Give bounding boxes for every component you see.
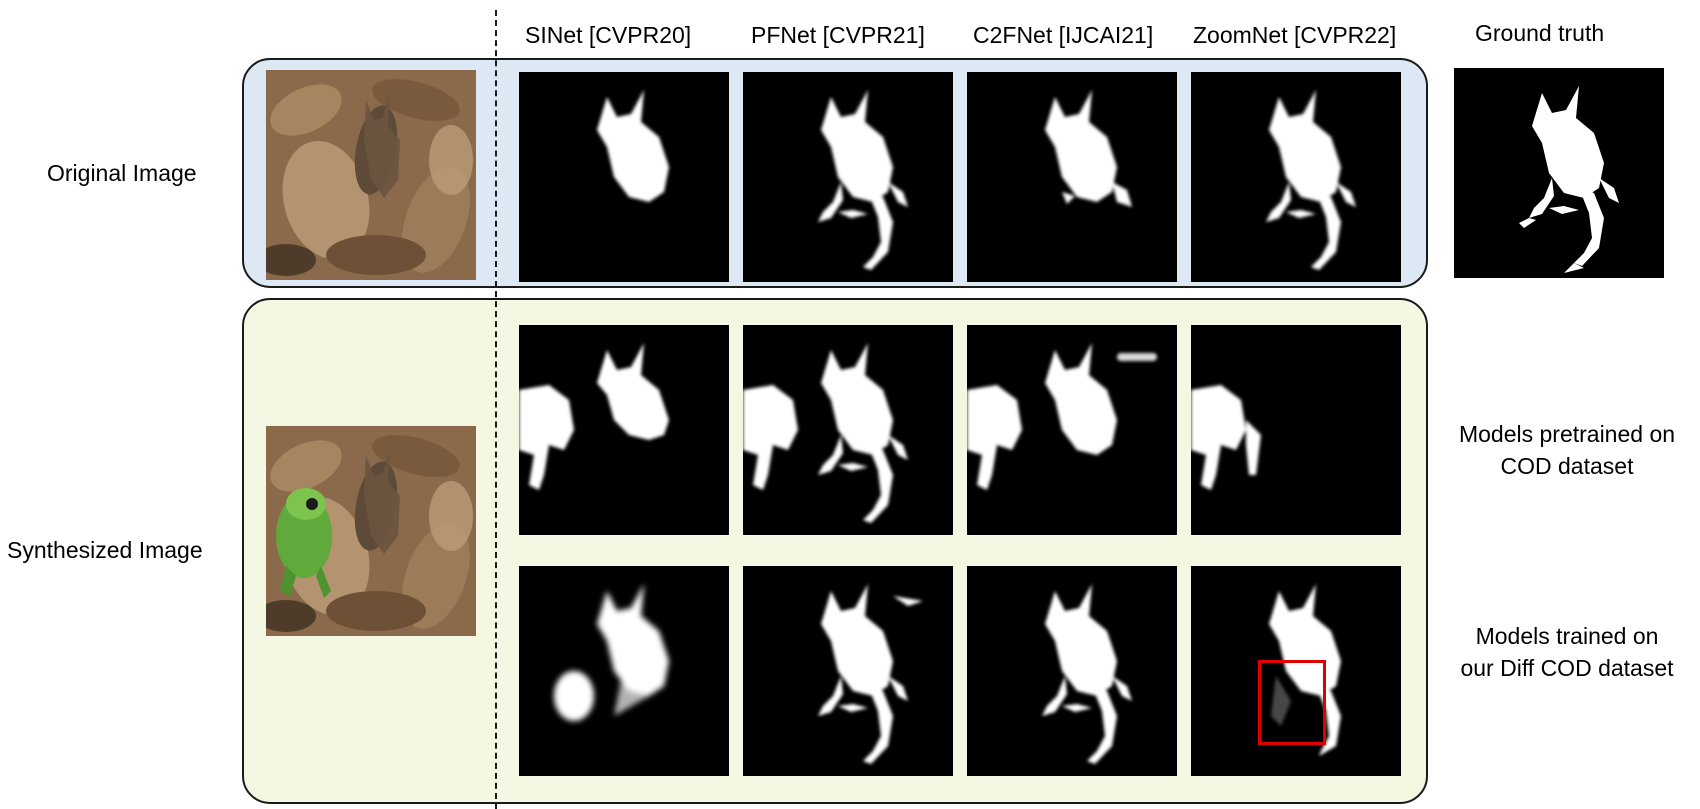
mask-pretrained-zoomnet xyxy=(1191,325,1401,535)
column-header-zoomnet: ZoomNet [CVPR22] xyxy=(1193,22,1397,48)
row-label-original: Original Image xyxy=(47,160,197,186)
mask-ground-truth xyxy=(1454,68,1664,278)
synthesized-image-thumbnail xyxy=(266,426,476,636)
label-pretrained-line1: Models pretrained on xyxy=(1458,421,1676,447)
column-header-pfnet: PFNet [CVPR21] xyxy=(751,22,925,48)
label-trained-line1: Models trained on xyxy=(1475,623,1659,649)
mask-pretrained-sinet xyxy=(519,325,729,535)
mask-diffcod-pfnet xyxy=(743,566,953,776)
divider-line xyxy=(495,10,497,809)
original-image-thumbnail xyxy=(266,70,476,280)
label-pretrained-line2: COD dataset xyxy=(1500,453,1634,479)
mask-diffcod-zoomnet xyxy=(1191,566,1401,776)
column-header-ground-truth: Ground truth xyxy=(1475,20,1605,46)
mask-pretrained-pfnet xyxy=(743,325,953,535)
mask-original-c2fnet xyxy=(967,72,1177,282)
mask-pretrained-c2fnet xyxy=(967,325,1177,535)
mask-diffcod-c2fnet xyxy=(967,566,1177,776)
mask-original-zoomnet xyxy=(1191,72,1401,282)
label-trained-line2: our Diff COD dataset xyxy=(1460,655,1674,681)
highlight-box xyxy=(1258,660,1326,745)
column-header-sinet: SINet [CVPR20] xyxy=(525,22,692,48)
column-header-c2fnet: C2FNet [IJCAI21] xyxy=(973,22,1154,48)
mask-original-pfnet xyxy=(743,72,953,282)
mask-original-sinet xyxy=(519,72,729,282)
mask-diffcod-sinet xyxy=(519,566,729,776)
row-label-synthesized: Synthesized Image xyxy=(7,537,203,563)
